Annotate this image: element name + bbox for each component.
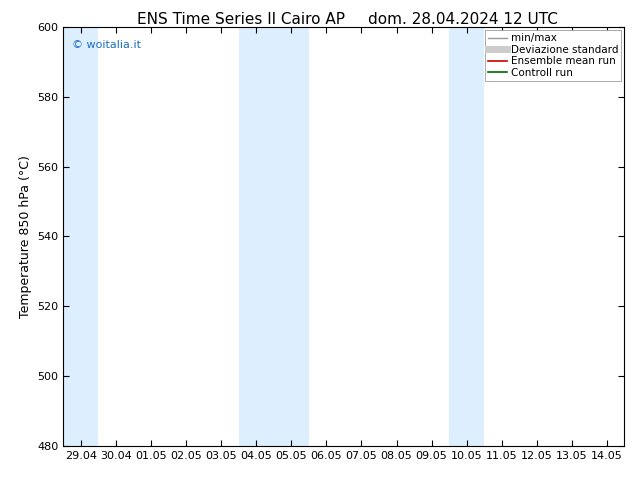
- Text: dom. 28.04.2024 12 UTC: dom. 28.04.2024 12 UTC: [368, 12, 558, 27]
- Text: © woitalia.it: © woitalia.it: [72, 40, 141, 49]
- Legend: min/max, Deviazione standard, Ensemble mean run, Controll run: min/max, Deviazione standard, Ensemble m…: [485, 30, 621, 81]
- Bar: [449, 27, 484, 446]
- Bar: [63, 27, 98, 446]
- Y-axis label: Temperature 850 hPa (°C): Temperature 850 hPa (°C): [19, 155, 32, 318]
- Bar: [239, 27, 309, 446]
- Text: ENS Time Series Il Cairo AP: ENS Time Series Il Cairo AP: [137, 12, 345, 27]
